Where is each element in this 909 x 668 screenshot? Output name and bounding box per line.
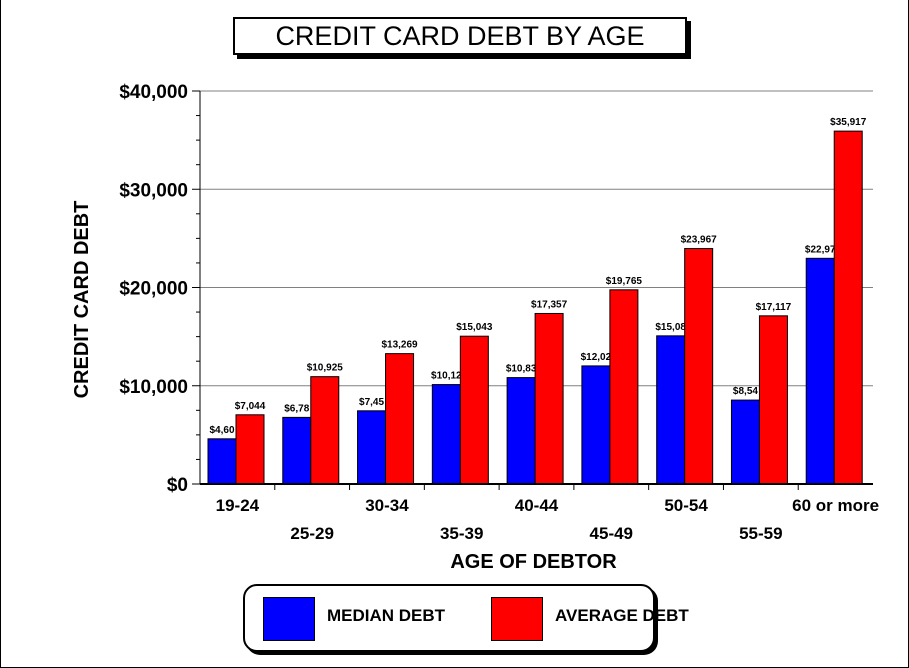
y-tick-label: $20,000	[119, 279, 188, 300]
bar-median	[207, 438, 237, 485]
x-tick-label: 19-24	[216, 496, 260, 515]
data-label: $19,765	[606, 276, 643, 287]
bar-average	[684, 248, 714, 485]
bar-median	[431, 384, 461, 485]
y-tick-label: $0	[167, 475, 188, 496]
bar-average	[235, 414, 265, 485]
bar-average	[459, 335, 489, 485]
x-tick-label: 55-59	[739, 524, 782, 543]
bar-average	[310, 376, 340, 485]
x-tick-label: 60 or more	[792, 496, 879, 515]
data-label: $10,925	[307, 363, 344, 374]
data-label: $23,967	[681, 235, 718, 246]
data-label: $7,45	[359, 397, 384, 408]
data-label: $15,08	[655, 322, 686, 333]
legend-label-average: AVERAGE DEBT	[555, 606, 689, 625]
bar-median	[730, 399, 760, 485]
data-label: $17,117	[756, 302, 792, 313]
bar-median	[282, 416, 312, 485]
bar-average	[534, 312, 564, 485]
data-label: $10,12	[431, 371, 462, 382]
y-tick-label: $10,000	[119, 377, 188, 398]
bar-average	[758, 315, 788, 485]
data-label: $35,917	[830, 117, 867, 128]
chart-title-box: CREDIT CARD DEBT BY AGE	[233, 17, 687, 55]
legend: MEDIAN DEBT AVERAGE DEBT	[243, 584, 689, 652]
x-tick-label: 35-39	[440, 524, 483, 543]
data-label: $6,78	[284, 403, 309, 414]
bar-median	[805, 257, 835, 485]
legend-swatch-median	[263, 597, 315, 641]
data-label: $4,60	[209, 425, 234, 436]
data-label: $22,97	[805, 244, 836, 255]
x-tick-label: 40-44	[515, 496, 559, 515]
bar-average	[609, 289, 639, 485]
bar-median	[506, 377, 536, 485]
y-tick-label: $30,000	[119, 180, 188, 201]
x-tick-label: 50-54	[664, 496, 708, 515]
bar-average	[385, 353, 415, 485]
data-label: $17,357	[531, 299, 568, 310]
bar-median	[656, 335, 686, 485]
legend-swatch-average	[491, 597, 543, 641]
legend-label-median: MEDIAN DEBT	[327, 606, 446, 625]
bar-median	[357, 410, 387, 485]
x-tick-label: 30-34	[365, 496, 409, 515]
x-tick-label: 25-29	[290, 524, 333, 543]
x-axis-title: AGE OF DEBTOR	[450, 551, 617, 573]
data-label: $8,54	[733, 386, 758, 397]
data-label: $10,83	[506, 364, 537, 375]
data-label: $13,269	[381, 340, 418, 351]
y-tick-label: $40,000	[119, 82, 188, 103]
bar-median	[581, 365, 611, 485]
y-axis-title: CREDIT CARD DEBT	[71, 201, 93, 399]
bar-average	[833, 130, 863, 485]
data-label: $12,02	[581, 352, 612, 363]
data-label: $7,044	[235, 401, 266, 412]
data-label: $15,043	[456, 322, 493, 333]
chart-title: CREDIT CARD DEBT BY AGE	[275, 20, 645, 51]
x-tick-label: 45-49	[590, 524, 633, 543]
